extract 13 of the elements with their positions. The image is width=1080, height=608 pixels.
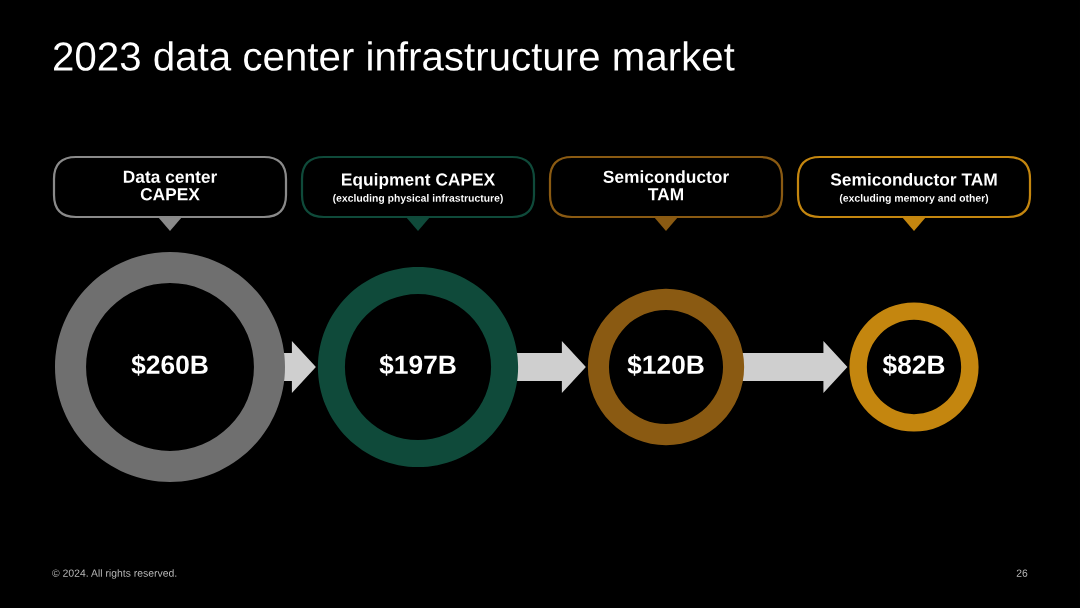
data-label: $120B: [627, 354, 704, 376]
text: 26: [1016, 569, 1028, 577]
data-label: $260B: [131, 354, 208, 376]
category-label: Equipment CAPEX: [341, 172, 496, 190]
text: (excluding memory and other): [839, 194, 989, 204]
category-label: Semiconductor TAM: [603, 170, 729, 201]
data-label: $82B: [882, 354, 945, 376]
category-label: Data center CAPEX: [123, 170, 218, 201]
text: (excluding physical infrastructure): [333, 194, 503, 204]
text: 2023 data center infrastructure market: [54, 41, 735, 71]
category-label: Semiconductor TAM: [830, 172, 997, 186]
data-label: $197B: [379, 354, 456, 376]
text: © 2024. All rights reserved.: [52, 569, 177, 579]
